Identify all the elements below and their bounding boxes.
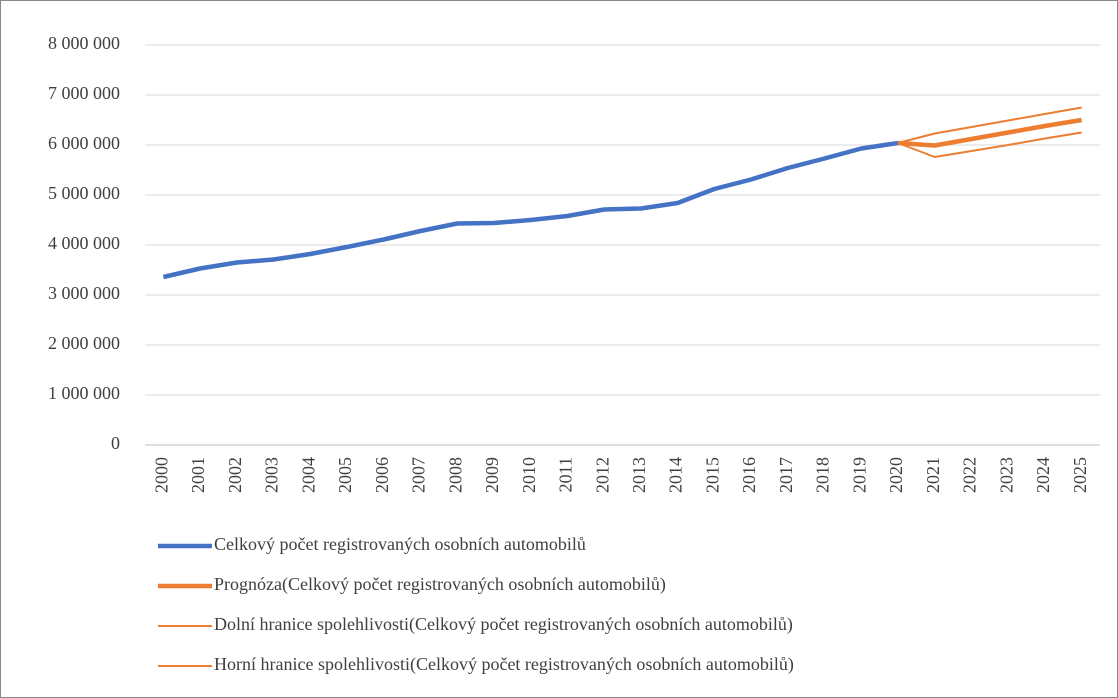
x-tick-label: 2008 bbox=[445, 457, 465, 493]
y-tick-label: 7 000 000 bbox=[48, 83, 120, 103]
x-tick-label: 2000 bbox=[151, 457, 171, 493]
x-tick-label: 2020 bbox=[886, 457, 906, 493]
legend-label: Horní hranice spolehlivosti(Celkový poče… bbox=[214, 654, 794, 675]
x-tick-label: 2011 bbox=[556, 457, 576, 492]
x-tick-label: 2009 bbox=[482, 457, 502, 493]
x-tick-label: 2019 bbox=[849, 457, 869, 493]
legend-label: Dolní hranice spolehlivosti(Celkový poče… bbox=[214, 614, 793, 635]
x-tick-label: 2014 bbox=[666, 457, 686, 493]
x-tick-label: 2013 bbox=[629, 457, 649, 493]
y-tick-label: 4 000 000 bbox=[48, 233, 120, 253]
x-tick-label: 2023 bbox=[996, 457, 1016, 493]
x-tick-label: 2006 bbox=[372, 457, 392, 493]
x-tick-label: 2017 bbox=[776, 457, 796, 493]
x-tick-label: 2003 bbox=[262, 457, 282, 493]
x-tick-label: 2016 bbox=[739, 457, 759, 493]
x-tick-label: 2007 bbox=[409, 457, 429, 493]
x-tick-label: 2022 bbox=[960, 457, 980, 493]
x-tick-label: 2018 bbox=[813, 457, 833, 493]
x-tick-label: 2025 bbox=[1070, 457, 1090, 493]
series-line bbox=[162, 140, 899, 280]
y-tick-label: 3 000 000 bbox=[48, 283, 120, 303]
x-tick-label: 2001 bbox=[188, 457, 208, 493]
x-tick-label: 2012 bbox=[592, 457, 612, 493]
y-tick-label: 6 000 000 bbox=[48, 133, 120, 153]
legend-label: Prognóza(Celkový počet registrovaných os… bbox=[214, 574, 666, 595]
series-line bbox=[897, 131, 1082, 158]
y-tick-label: 0 bbox=[111, 433, 120, 453]
x-tick-label: 2024 bbox=[1033, 457, 1053, 493]
x-tick-label: 2010 bbox=[519, 457, 539, 493]
legend-label: Celkový počet registrovaných osobních au… bbox=[214, 534, 586, 554]
x-tick-label: 2004 bbox=[298, 457, 318, 493]
y-tick-label: 2 000 000 bbox=[48, 333, 120, 353]
x-tick-label: 2002 bbox=[225, 457, 245, 493]
y-tick-label: 1 000 000 bbox=[48, 383, 120, 403]
y-tick-label: 8 000 000 bbox=[48, 33, 120, 53]
x-tick-label: 2015 bbox=[702, 457, 722, 493]
x-tick-label: 2021 bbox=[923, 457, 943, 493]
series-line bbox=[897, 106, 1082, 144]
x-tick-label: 2005 bbox=[335, 457, 355, 493]
series-line bbox=[897, 117, 1082, 148]
y-tick-label: 5 000 000 bbox=[48, 183, 120, 203]
